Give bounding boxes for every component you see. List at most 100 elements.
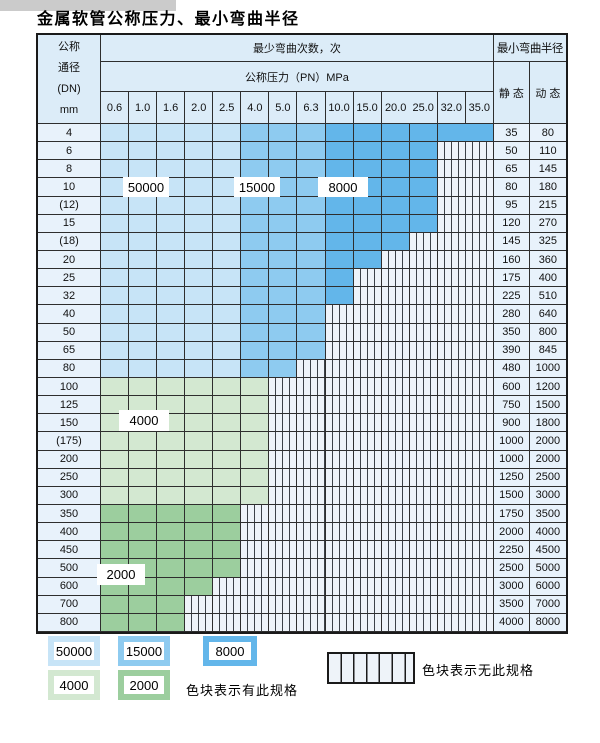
bend-cell xyxy=(465,160,494,179)
bend-cell xyxy=(269,450,298,469)
pressure-value-header: 2.5 xyxy=(213,92,242,124)
static-cell: 80 xyxy=(493,178,530,197)
bend-cell xyxy=(465,287,494,306)
bend-cell xyxy=(297,504,326,524)
static-cell: 480 xyxy=(493,359,530,378)
bend-cell xyxy=(409,178,438,197)
bend-cell xyxy=(325,305,354,324)
bend-cell xyxy=(101,541,130,560)
bend-cell xyxy=(325,486,354,505)
bend-cell xyxy=(465,541,494,560)
bend-cell xyxy=(325,559,354,578)
bend-cell xyxy=(297,196,326,215)
bend-cell xyxy=(465,577,494,596)
bend-cell xyxy=(437,396,466,415)
bend-cell xyxy=(157,196,186,215)
bend-cell xyxy=(101,160,130,179)
bend-cell xyxy=(101,305,130,324)
bend-cell xyxy=(465,323,494,342)
bend-cell xyxy=(129,142,158,161)
bend-cell xyxy=(241,377,270,397)
bend-cell xyxy=(241,196,270,215)
bend-cell xyxy=(241,541,270,560)
bend-cell xyxy=(129,287,158,306)
bend-cell xyxy=(465,178,494,197)
cycle-label-4000: 4000 xyxy=(119,410,169,431)
bend-cell xyxy=(437,341,466,360)
bend-cell xyxy=(353,305,382,324)
bend-cell xyxy=(381,559,410,578)
bend-cell xyxy=(325,287,354,306)
bend-cell xyxy=(353,160,382,179)
bend-cell xyxy=(437,250,466,270)
bend-cell xyxy=(157,160,186,179)
bend-cell xyxy=(269,396,298,415)
static-cell: 2000 xyxy=(493,523,530,542)
bend-cell xyxy=(241,142,270,161)
bend-cell xyxy=(437,504,466,524)
bend-cell xyxy=(101,432,130,451)
bend-cell xyxy=(269,613,298,632)
bend-cell xyxy=(325,377,354,397)
bend-cell xyxy=(185,577,214,596)
dn-cell: 15 xyxy=(38,214,101,233)
bend-cell xyxy=(213,450,242,469)
dn-cell: (18) xyxy=(38,232,101,251)
bend-cell xyxy=(213,142,242,161)
bend-cell xyxy=(185,232,214,251)
bend-cell xyxy=(157,577,186,596)
bend-cell xyxy=(381,142,410,161)
bend-cell xyxy=(297,577,326,596)
dn-cell: 40 xyxy=(38,305,101,324)
bend-cell xyxy=(437,486,466,505)
legend-swatch-50000-value: 50000 xyxy=(54,642,94,660)
bend-cell xyxy=(101,341,130,360)
bend-cell xyxy=(213,396,242,415)
bend-cell xyxy=(409,396,438,415)
bend-cell xyxy=(157,142,186,161)
bend-cell xyxy=(437,214,466,233)
bend-cell xyxy=(213,523,242,542)
static-cell: 160 xyxy=(493,250,530,270)
bend-cell xyxy=(213,269,242,288)
dn-cell: 350 xyxy=(38,504,101,524)
dynamic-cell: 325 xyxy=(529,232,566,251)
bend-cell xyxy=(269,196,298,215)
bend-cell xyxy=(213,414,242,433)
bend-cell xyxy=(269,486,298,505)
bend-cell xyxy=(297,287,326,306)
pressure-value-header: 35.0 xyxy=(465,92,494,124)
dn-cell: 300 xyxy=(38,486,101,505)
bend-cell xyxy=(409,414,438,433)
bend-cell xyxy=(297,232,326,251)
bend-cell xyxy=(409,486,438,505)
bend-cell xyxy=(325,250,354,270)
bend-cell xyxy=(241,323,270,342)
bend-cell xyxy=(297,305,326,324)
bend-cell xyxy=(185,214,214,233)
bend-cell xyxy=(213,341,242,360)
bend-cell xyxy=(325,232,354,251)
bend-cell xyxy=(129,450,158,469)
bend-cell xyxy=(437,142,466,161)
cycle-label-50000: 50000 xyxy=(123,177,169,197)
bend-cell xyxy=(465,142,494,161)
bend-cell xyxy=(213,541,242,560)
bend-cell xyxy=(297,414,326,433)
bend-cell xyxy=(353,124,382,143)
bend-cell xyxy=(297,269,326,288)
dynamic-cell: 640 xyxy=(529,305,566,324)
bend-cell xyxy=(381,232,410,251)
dn-cell: 800 xyxy=(38,613,101,632)
bend-cell xyxy=(269,124,298,143)
bend-cell xyxy=(409,595,438,614)
static-cell: 175 xyxy=(493,269,530,288)
bend-cell xyxy=(297,124,326,143)
dynamic-cell: 110 xyxy=(529,142,566,161)
static-cell: 50 xyxy=(493,142,530,161)
bend-cell xyxy=(465,341,494,360)
bend-cell xyxy=(129,486,158,505)
bend-cell xyxy=(157,396,186,415)
bend-cell xyxy=(213,577,242,596)
bend-cell xyxy=(185,486,214,505)
